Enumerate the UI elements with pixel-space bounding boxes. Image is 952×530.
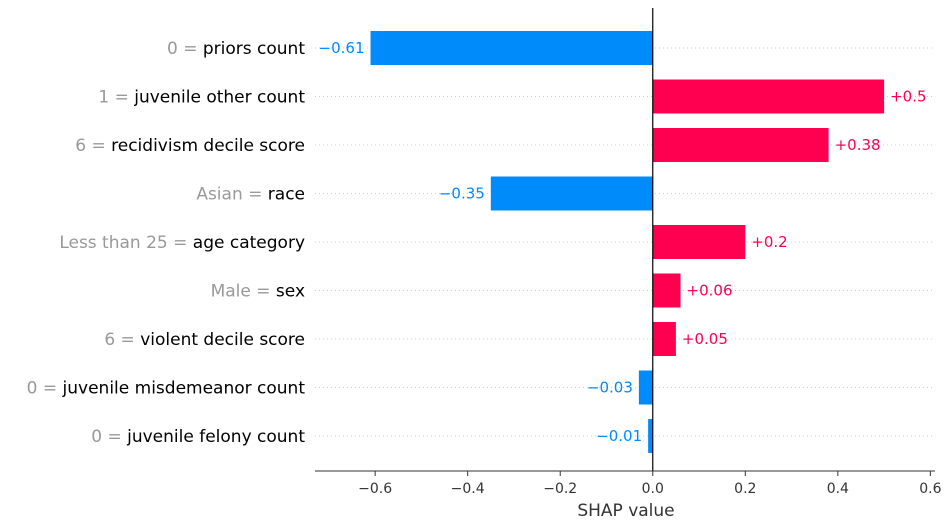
feature-label: Less than 25 = age category [59, 233, 305, 253]
x-axis-title: SHAP value [577, 501, 674, 521]
equals-sign: = [115, 330, 140, 350]
x-tick-label: 0.6 [919, 481, 941, 497]
feature-value: 6 [104, 330, 115, 350]
shap-bar [652, 128, 829, 162]
bar-value-label: −0.61 [319, 39, 365, 57]
feature-value: 0 [91, 427, 102, 447]
x-tick-label: −0.4 [451, 481, 485, 497]
feature-value: 1 [98, 88, 109, 108]
feature-name: race [268, 185, 305, 205]
feature-value: Less than 25 [59, 233, 167, 253]
feature-name: juvenile misdemeanor count [62, 379, 306, 399]
bar-value-label: −0.03 [587, 379, 633, 397]
equals-sign: = [178, 39, 203, 59]
x-tick-label: 0.2 [734, 481, 756, 497]
feature-label: 0 = priors count [167, 39, 305, 59]
shap-bar [648, 419, 653, 453]
x-tick-label: 0.4 [827, 481, 849, 497]
x-tick-label: 0.0 [642, 481, 664, 497]
feature-value: 6 [75, 136, 86, 156]
feature-label: 1 = juvenile other count [98, 88, 305, 108]
feature-name: violent decile score [140, 330, 305, 350]
equals-sign: = [37, 379, 62, 399]
feature-label: 0 = juvenile misdemeanor count [27, 379, 306, 399]
feature-label: 0 = juvenile felony count [91, 427, 305, 447]
bar-value-label: +0.5 [890, 88, 926, 106]
bar-value-label: +0.05 [682, 330, 728, 348]
feature-value: Asian [196, 185, 242, 205]
feature-name: recidivism decile score [111, 136, 305, 156]
bar-value-label: −0.01 [596, 427, 642, 445]
bars [370, 31, 885, 453]
equals-sign: = [251, 282, 276, 302]
feature-label: 6 = recidivism decile score [75, 136, 305, 156]
shap-bar [652, 79, 885, 114]
equals-sign: = [86, 136, 111, 156]
feature-value: 0 [27, 379, 38, 399]
feature-label: 6 = violent decile score [104, 330, 305, 350]
equals-sign: = [102, 427, 127, 447]
shap-bar [370, 31, 653, 65]
feature-label: Male = sex [211, 282, 305, 302]
bar-value-label: +0.2 [751, 233, 787, 251]
x-tick-label: −0.2 [543, 481, 577, 497]
feature-value: Male [211, 282, 251, 302]
feature-name: sex [276, 282, 305, 302]
shap-bar [652, 273, 681, 308]
equals-sign: = [243, 185, 268, 205]
x-axis: −0.6 −0.4 −0.2 0.0 0.2 0.4 0.6 [315, 470, 942, 497]
equals-sign: = [109, 88, 134, 108]
bar-value-label: +0.06 [687, 282, 733, 300]
feature-value: 0 [167, 39, 178, 59]
feature-name: age category [193, 233, 305, 253]
feature-name: juvenile felony count [126, 427, 305, 447]
bar-value-label: −0.35 [439, 185, 485, 203]
shap-bar [638, 370, 653, 405]
feature-label: Asian = race [196, 185, 305, 205]
shap-bar [652, 225, 746, 259]
equals-sign: = [168, 233, 193, 253]
x-tick-label: −0.6 [358, 481, 392, 497]
feature-name: juvenile other count [133, 88, 305, 108]
feature-labels: −0.61 0 = priors count +0.5 1 = juvenile ot… [27, 39, 927, 447]
feature-name: priors count [203, 39, 305, 59]
shap-bar [490, 176, 653, 211]
shap-bar [652, 322, 676, 356]
bar-value-label: +0.38 [835, 136, 881, 154]
